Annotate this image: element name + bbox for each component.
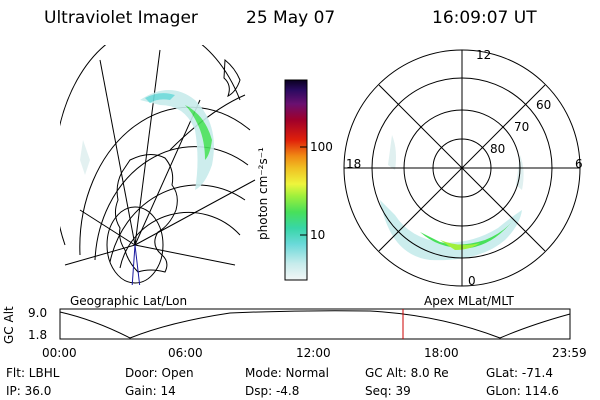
x-tick-1800: 18:00 <box>424 346 459 360</box>
instrument-title: Ultraviolet Imager <box>44 8 198 28</box>
mlt-label-0: 0 <box>468 274 476 288</box>
mlt-label-18: 18 <box>346 157 362 171</box>
status-flt: Flt: LBHL <box>6 366 60 380</box>
x-tick-0000: 00:00 <box>42 346 77 360</box>
mlat-label-80: 80 <box>490 142 506 156</box>
status-gain: Gain: 14 <box>125 384 176 398</box>
apex-caption: Apex MLat/MLT <box>424 294 514 308</box>
time-label: 16:09:07 UT <box>432 8 537 28</box>
colorbar-label-100: 100 <box>310 140 333 154</box>
colorbar <box>284 79 308 281</box>
mlt-label-12: 12 <box>476 48 492 62</box>
mlat-label-60: 60 <box>536 98 552 112</box>
x-tick-2359: 23:59 <box>552 346 587 360</box>
mlat-label-70: 70 <box>514 120 530 134</box>
x-tick-0600: 06:00 <box>168 346 203 360</box>
status-gcalt: GC Alt: 8.0 Re <box>365 366 449 380</box>
status-seq: Seq: 39 <box>365 384 411 398</box>
geographic-caption: Geographic Lat/Lon <box>70 294 188 308</box>
polar-plot <box>343 49 581 287</box>
date-label: 25 May 07 <box>246 8 336 28</box>
gc-alt-ytick-1.8: 1.8 <box>28 328 48 342</box>
geographic-map <box>60 45 256 285</box>
status-dsp: Dsp: -4.8 <box>245 384 300 398</box>
gc-alt-plot <box>59 308 571 340</box>
status-door: Door: Open <box>125 366 194 380</box>
gc-alt-ylabel: GC Alt <box>2 306 16 344</box>
x-tick-1200: 12:00 <box>296 346 331 360</box>
mlt-label-6: 6 <box>575 157 583 171</box>
status-ip: IP: 36.0 <box>6 384 52 398</box>
colorbar-unit-label: photon cm⁻²s⁻¹ <box>256 147 270 240</box>
gc-alt-ytick-9: 9.0 <box>28 306 48 320</box>
status-mode: Mode: Normal <box>245 366 329 380</box>
status-glon: GLon: 114.6 <box>486 384 559 398</box>
status-glat: GLat: -71.4 <box>486 366 553 380</box>
colorbar-label-10: 10 <box>310 228 326 242</box>
